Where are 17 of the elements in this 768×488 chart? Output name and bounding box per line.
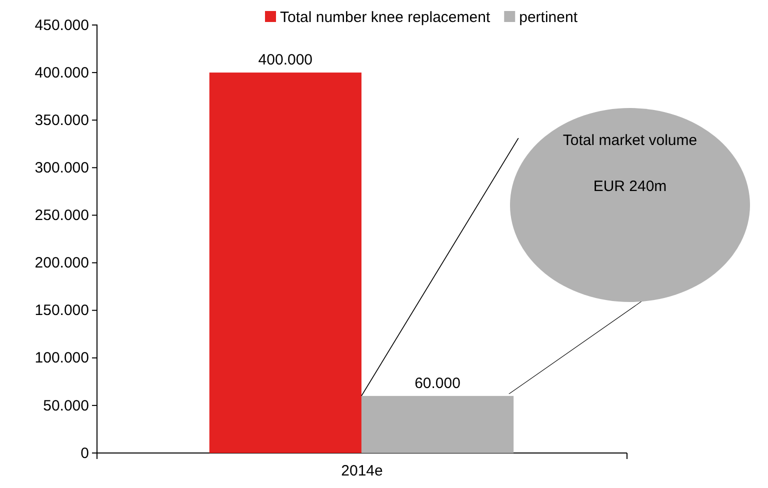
y-tick-label: 450.000: [34, 16, 89, 34]
y-tick-label: 50.000: [43, 397, 89, 414]
y-tick-label: 0: [80, 444, 89, 462]
annotation: Total market volume: [562, 132, 698, 149]
annotation: EUR 240m: [593, 178, 667, 195]
data-label: 400.000: [258, 52, 313, 69]
y-tick-label: 200.000: [34, 254, 89, 272]
y-tick-label: 150.000: [34, 302, 89, 320]
y-tick-label: 100.000: [34, 350, 89, 367]
y-tick-label: 250.000: [34, 207, 89, 224]
legend-label: Total number knee replacement: [280, 9, 491, 26]
data-label: 60.000: [414, 374, 460, 392]
y-tick-label: 400.000: [34, 64, 89, 82]
x-tick-label: 2014e: [341, 462, 383, 480]
y-tick-label: 300.000: [34, 159, 89, 176]
y-tick-label: 350.000: [34, 112, 89, 129]
legend-label: pertinent: [519, 9, 578, 26]
